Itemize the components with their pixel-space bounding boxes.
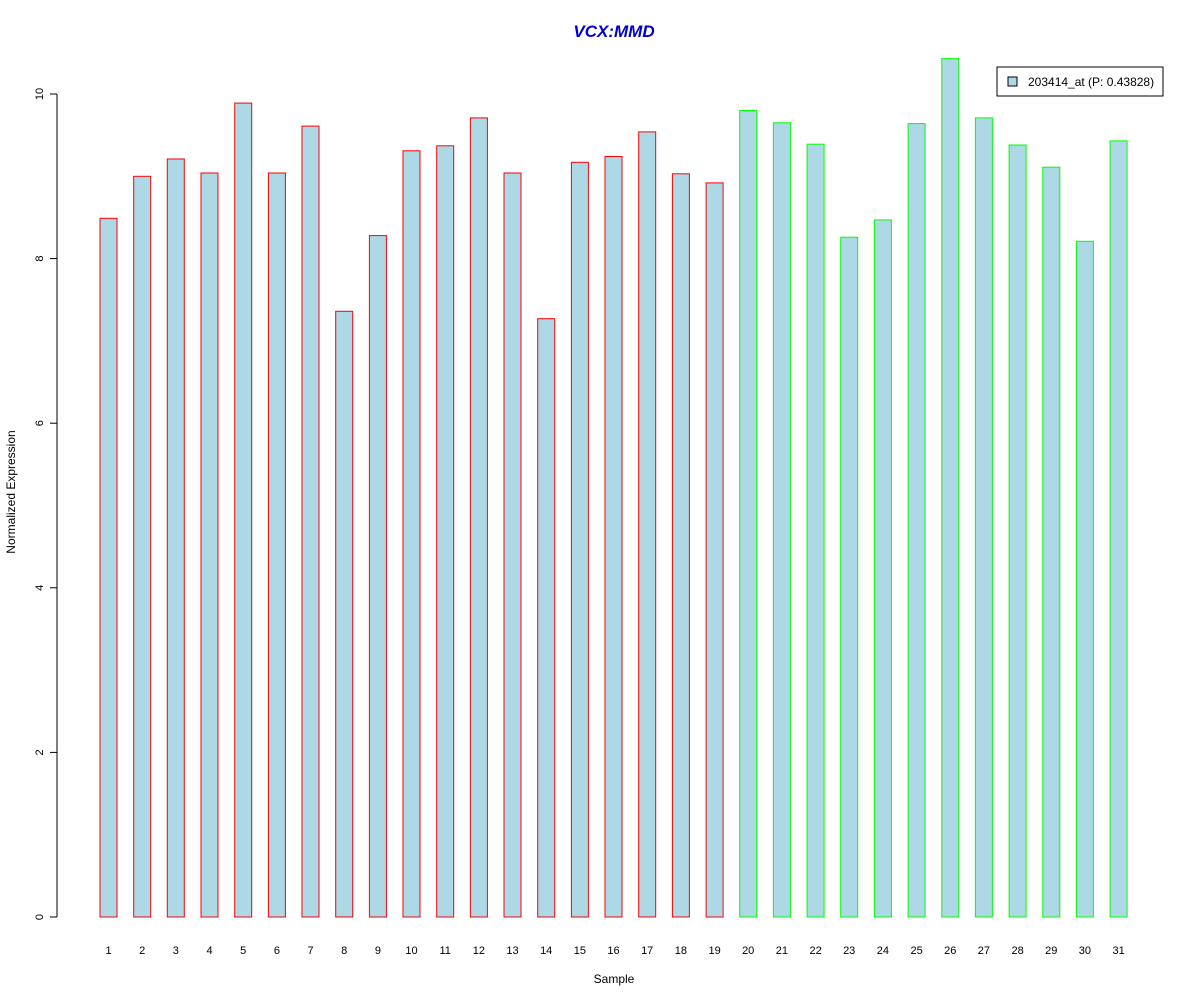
x-axis-title: Sample (594, 972, 635, 986)
x-tick-label: 27 (978, 945, 990, 957)
bar-sample-19 (705, 182, 724, 918)
x-tick-label: 5 (240, 945, 246, 957)
bar-sample-10 (402, 150, 421, 918)
x-tick-label: 7 (307, 945, 313, 957)
x-tick-label: 10 (405, 945, 417, 957)
x-tick-label: 14 (540, 945, 552, 957)
x-tick-label: 19 (708, 945, 720, 957)
bar-sample-1 (99, 217, 118, 918)
bar-sample-23 (840, 236, 859, 918)
bar-sample-7 (301, 125, 320, 918)
y-tick-label: 0 (34, 914, 46, 920)
x-tick-label: 17 (641, 945, 653, 957)
bar-sample-11 (436, 145, 455, 918)
bar-sample-5 (234, 102, 253, 918)
x-tick-label: 15 (574, 945, 586, 957)
bar-sample-30 (1075, 240, 1094, 918)
bar-sample-14 (537, 318, 556, 918)
x-tick-label: 21 (776, 945, 788, 957)
bar-sample-2 (133, 175, 152, 918)
chart-title: VCX:MMD (573, 22, 654, 41)
legend: 203414_at (P: 0.43828) (996, 66, 1164, 97)
bar-sample-3 (166, 158, 185, 918)
x-tick-label: 29 (1045, 945, 1057, 957)
x-tick-label: 31 (1112, 945, 1124, 957)
bar-sample-20 (739, 110, 758, 918)
bar-sample-15 (570, 161, 589, 918)
x-tick-label: 9 (375, 945, 381, 957)
x-tick-label: 22 (809, 945, 821, 957)
y-axis: 0 2 4 6 8 10 (34, 88, 58, 920)
x-tick-label: 16 (607, 945, 619, 957)
bar-sample-29 (1042, 166, 1061, 918)
bar-sample-28 (1008, 144, 1027, 918)
y-tick-label: 4 (34, 585, 46, 591)
bar-sample-24 (873, 219, 892, 918)
x-tick-labels: 1 2 3 4 5 6 7 8 9 10 11 12 13 14 15 16 17 18 19 20 21 22 23 24 2… (105, 945, 1124, 957)
x-tick-label: 3 (173, 945, 179, 957)
bar-sample-9 (368, 235, 387, 918)
x-tick-label: 13 (506, 945, 518, 957)
x-tick-label: 12 (473, 945, 485, 957)
bars-group (99, 58, 1128, 918)
bar-sample-25 (907, 123, 926, 918)
x-tick-label: 6 (274, 945, 280, 957)
y-axis-title: Normalized Expression (4, 430, 18, 553)
x-tick-label: 8 (341, 945, 347, 957)
x-tick-label: 25 (910, 945, 922, 957)
bar-sample-8 (335, 310, 354, 918)
bar-sample-13 (503, 172, 522, 918)
y-tick-label: 8 (34, 256, 46, 262)
bar-sample-27 (974, 117, 993, 918)
x-tick-label: 26 (944, 945, 956, 957)
x-tick-label: 1 (105, 945, 111, 957)
bar-sample-31 (1109, 140, 1128, 918)
bar-sample-22 (806, 143, 825, 918)
x-tick-label: 4 (206, 945, 212, 957)
y-tick-label: 6 (34, 420, 46, 426)
x-tick-label: 18 (675, 945, 687, 957)
x-tick-label: 30 (1079, 945, 1091, 957)
bar-sample-21 (772, 122, 791, 918)
x-tick-label: 11 (439, 945, 450, 957)
legend-swatch (1007, 76, 1018, 87)
y-tick-label: 10 (34, 88, 46, 100)
x-tick-label: 24 (877, 945, 889, 957)
legend-box (996, 66, 1164, 97)
bar-sample-17 (638, 131, 657, 918)
bar-sample-18 (671, 173, 690, 918)
x-tick-label: 23 (843, 945, 855, 957)
bar-sample-6 (267, 172, 286, 918)
bar-sample-16 (604, 156, 623, 918)
bar-sample-26 (941, 58, 960, 918)
x-tick-label: 28 (1011, 945, 1023, 957)
legend-label: 203414_at (P: 0.43828) (1028, 75, 1154, 89)
y-tick-label: 2 (34, 749, 46, 755)
bar-sample-12 (469, 117, 488, 918)
x-tick-label: 2 (139, 945, 145, 957)
bar-sample-4 (200, 172, 219, 918)
x-tick-label: 20 (742, 945, 754, 957)
